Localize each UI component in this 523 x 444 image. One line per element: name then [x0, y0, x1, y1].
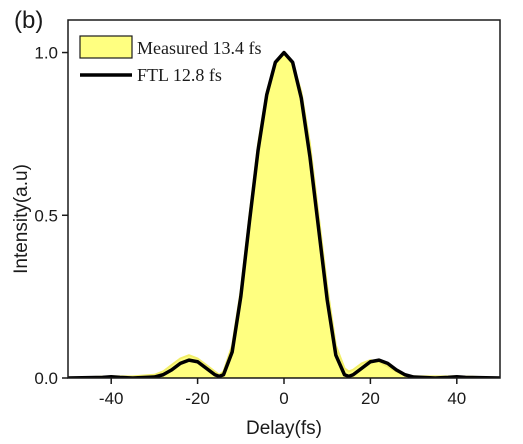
y-tick-label: 1.0: [34, 44, 58, 63]
x-tick-label: 40: [447, 389, 466, 408]
legend: Measured 13.4 fs FTL 12.8 fs: [79, 35, 261, 85]
x-axis-label: Delay(fs): [246, 418, 322, 439]
series-measured-area: [68, 51, 500, 378]
x-tick-label: 0: [279, 389, 288, 408]
axes: -40 -20 0 20 40 0.0 0.5 1.0: [34, 19, 501, 408]
x-tick-label: -20: [185, 389, 210, 408]
x-tick-label: -40: [99, 389, 124, 408]
legend-swatch-measured: [79, 35, 133, 59]
x-tick-label: 20: [361, 389, 380, 408]
legend-label-measured: Measured 13.4 fs: [137, 38, 261, 58]
y-axis-label: Intensity(a.u): [11, 164, 32, 274]
labels: (b) Delay(fs) Intensity(a.u): [11, 7, 322, 439]
panel-label: (b): [14, 7, 43, 34]
legend-label-ftl: FTL 12.8 fs: [137, 65, 222, 85]
plot-area: [68, 50, 500, 378]
series-ftl-line: [68, 50, 500, 378]
y-tick-label: 0.0: [34, 369, 58, 388]
y-tick-label: 0.5: [34, 206, 58, 225]
